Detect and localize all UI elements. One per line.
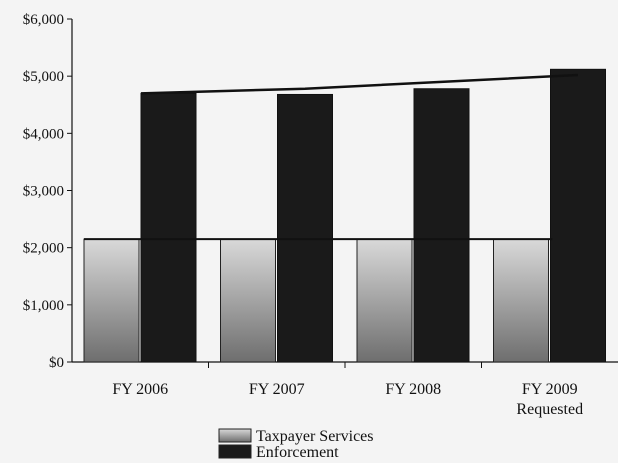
bar-enforcement <box>413 88 470 363</box>
legend: Taxpayer Services Enforcement <box>218 428 374 461</box>
bar-enforcement <box>277 93 333 363</box>
x-category-label: FY 2009 <box>522 381 578 398</box>
y-tick-label: $6,000 <box>23 12 64 28</box>
bar-taxpayer-services <box>493 238 549 363</box>
legend-swatch-enforcement <box>218 444 252 459</box>
bar-enforcement <box>140 92 197 363</box>
legend-label-enforcement: Enforcement <box>256 444 339 461</box>
trend-line <box>140 73 579 95</box>
y-tick-label: $0 <box>49 355 64 371</box>
y-tick-label: $4,000 <box>23 126 64 142</box>
bar-taxpayer-services <box>220 238 276 363</box>
bars <box>83 68 606 363</box>
y-tick-label: $5,000 <box>23 69 64 85</box>
bar-enforcement <box>550 68 606 363</box>
x-category-label: FY 2008 <box>385 381 441 398</box>
legend-swatch-taxpayer-services <box>218 428 252 443</box>
y-tick-label: $2,000 <box>23 241 64 257</box>
y-tick-labels: $0 $1,000 $2,000 $3,000 $4,000 $5,000 $6,000 <box>23 12 64 371</box>
category-labels: FY 2006 FY 2007 FY 2008 FY 2009 Requested <box>112 381 583 418</box>
x-category-sublabel: Requested <box>516 401 583 418</box>
y-tick-label: $3,000 <box>23 184 64 200</box>
x-category-label: FY 2006 <box>112 381 168 398</box>
y-tick-label: $1,000 <box>23 298 64 314</box>
bar-taxpayer-services <box>83 238 140 363</box>
overlay-line-group <box>84 73 579 241</box>
bar-taxpayer-services <box>356 238 413 363</box>
legend-label-taxpayer-services: Taxpayer Services <box>256 428 374 445</box>
x-category-label: FY 2007 <box>249 381 305 398</box>
